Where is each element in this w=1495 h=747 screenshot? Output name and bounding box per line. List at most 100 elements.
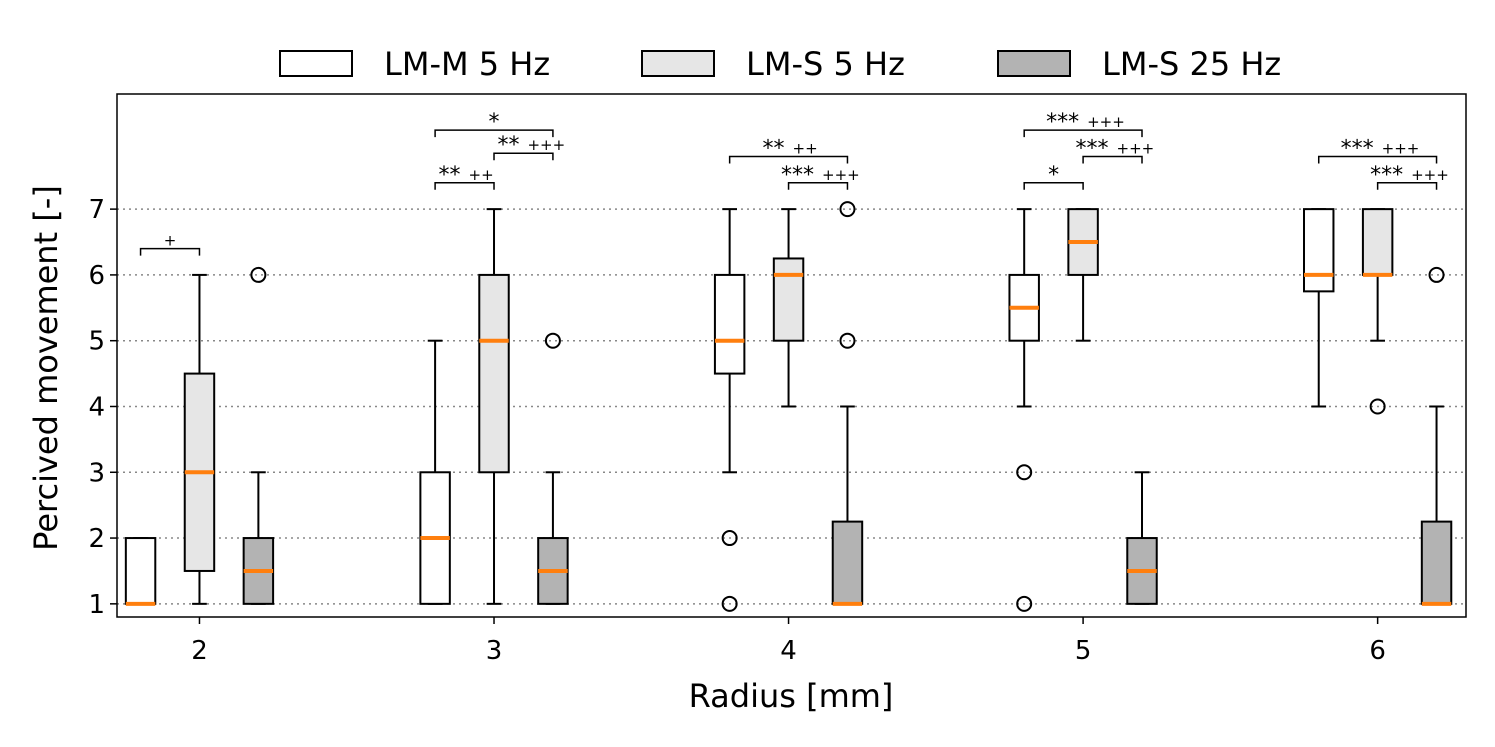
- outlier-point: [1428, 266, 1445, 283]
- box-lm-s-25-hz: [1420, 266, 1453, 606]
- bracket-line: [434, 182, 495, 190]
- bracket-line: [1023, 182, 1084, 190]
- outlier-point: [1369, 398, 1386, 415]
- x-tick-label: 2: [191, 636, 208, 666]
- box-lm-m-5-hz: [1008, 208, 1040, 612]
- box-lm-s-5-hz: [1067, 208, 1099, 342]
- box-body: [1420, 520, 1453, 605]
- significance-plus: +++: [822, 166, 860, 184]
- significance-bracket: *** +++: [1023, 110, 1143, 138]
- significance-stars: ***: [781, 163, 814, 188]
- significance-plus: +++: [1382, 139, 1420, 157]
- legend-swatch: [279, 50, 353, 77]
- legend-label: LM-M 5 Hz: [384, 45, 550, 83]
- bracket-line: [1317, 155, 1438, 164]
- significance-bracket: *** +++: [781, 163, 860, 190]
- bracket-line: [434, 129, 554, 138]
- significance-stars: ***: [1341, 136, 1374, 161]
- significance-bracket: ** ++: [434, 163, 495, 190]
- box-lm-s-5-hz: [478, 208, 510, 605]
- bracket-line: [1023, 129, 1143, 138]
- significance-bracket: *: [1023, 163, 1084, 190]
- y-axis-label: Percived movement [-]: [27, 185, 65, 551]
- significance-stars: ***: [1370, 163, 1403, 188]
- outlier-point: [544, 332, 561, 349]
- significance-bracket: *** +++: [1317, 136, 1438, 164]
- legend-swatch: [641, 50, 715, 77]
- significance-plus: +++: [1411, 166, 1449, 184]
- x-axis-label: Radius [mm]: [689, 677, 894, 715]
- y-tick-label: 6: [88, 261, 105, 291]
- significance-bracket: *: [434, 110, 554, 138]
- plot-frame: [116, 93, 1467, 618]
- y-tick-label: 3: [88, 458, 105, 488]
- box-lm-m-5-hz: [419, 339, 451, 605]
- box-lm-m-5-hz: [1303, 208, 1335, 408]
- significance-stars: *: [1048, 163, 1059, 188]
- bracket-line: [139, 247, 201, 256]
- y-tick-label: 7: [88, 195, 105, 225]
- box-lm-s-5-hz: [183, 273, 216, 605]
- box-lm-m-5-hz: [713, 208, 746, 612]
- box-body: [1303, 208, 1335, 293]
- box-lm-s-5-hz: [772, 208, 805, 408]
- box-lm-s-5-hz: [1361, 208, 1394, 415]
- significance-plus: ++: [469, 166, 494, 184]
- box-body: [831, 520, 864, 605]
- significance-stars: *: [489, 110, 500, 135]
- box-body: [772, 257, 805, 342]
- significance-bracket: ** +++: [493, 133, 565, 161]
- significance-stars: **: [497, 133, 519, 158]
- x-tick-label: 6: [1369, 636, 1386, 666]
- box-body: [478, 273, 510, 474]
- legend-label: LM-S 5 Hz: [746, 45, 905, 83]
- x-tick-label: 3: [486, 636, 503, 666]
- y-tick-label: 1: [88, 590, 105, 620]
- box-body: [1361, 208, 1394, 276]
- box-lm-s-25-hz: [242, 266, 275, 605]
- box-body: [713, 273, 746, 375]
- significance-plus: +: [164, 232, 177, 250]
- box-lm-s-25-hz: [537, 332, 569, 605]
- significance-bracket: *** +++: [1370, 163, 1449, 190]
- significance-bracket: ** ++: [728, 136, 849, 164]
- outlier-point: [250, 266, 267, 283]
- legend-item: LM-S 25 Hz: [997, 45, 1281, 83]
- bracket-line: [493, 152, 554, 161]
- significance-plus: +++: [1117, 139, 1155, 157]
- y-axis-ticks: 1 2 3 4 5 6 7: [88, 195, 117, 620]
- box-series: [124, 201, 1453, 612]
- box-lm-s-25-hz: [831, 201, 864, 606]
- outlier-point: [721, 530, 738, 547]
- significance-plus: +++: [1087, 113, 1125, 131]
- bracket-line: [787, 182, 849, 190]
- significance-bracket: *** +++: [1076, 136, 1155, 164]
- significance-plus: +++: [527, 136, 565, 154]
- significance-stars: **: [763, 136, 785, 161]
- y-tick-label: 5: [88, 327, 105, 357]
- x-tick-label: 5: [1075, 636, 1092, 666]
- x-tick-label: 4: [780, 636, 797, 666]
- box-lm-s-25-hz: [1126, 471, 1158, 605]
- x-axis-ticks: 2 3 4 5 6: [191, 617, 1386, 666]
- legend: LM-M 5 Hz LM-S 5 Hz LM-S 25 Hz: [279, 45, 1281, 83]
- outlier-point: [1016, 464, 1033, 481]
- outlier-point: [839, 201, 856, 218]
- outlier-point: [721, 595, 738, 612]
- y-tick-label: 2: [88, 524, 105, 554]
- bracket-line: [1082, 155, 1143, 164]
- bracket-line: [728, 155, 849, 164]
- box-lm-m-5-hz: [124, 537, 157, 606]
- significance-stars: ***: [1076, 136, 1109, 161]
- outlier-point: [839, 332, 856, 349]
- significance-plus: ++: [793, 139, 818, 157]
- significance-brackets: +*** +++** ++** ++*** +++*** +++*** +++**** +++…: [139, 110, 1449, 256]
- box-body: [124, 537, 157, 605]
- legend-label: LM-S 25 Hz: [1102, 45, 1281, 83]
- bracket-line: [1376, 182, 1438, 190]
- legend-swatch: [997, 50, 1071, 77]
- legend-item: LM-M 5 Hz: [279, 45, 550, 83]
- y-tick-label: 4: [88, 392, 105, 422]
- legend-item: LM-S 5 Hz: [641, 45, 905, 83]
